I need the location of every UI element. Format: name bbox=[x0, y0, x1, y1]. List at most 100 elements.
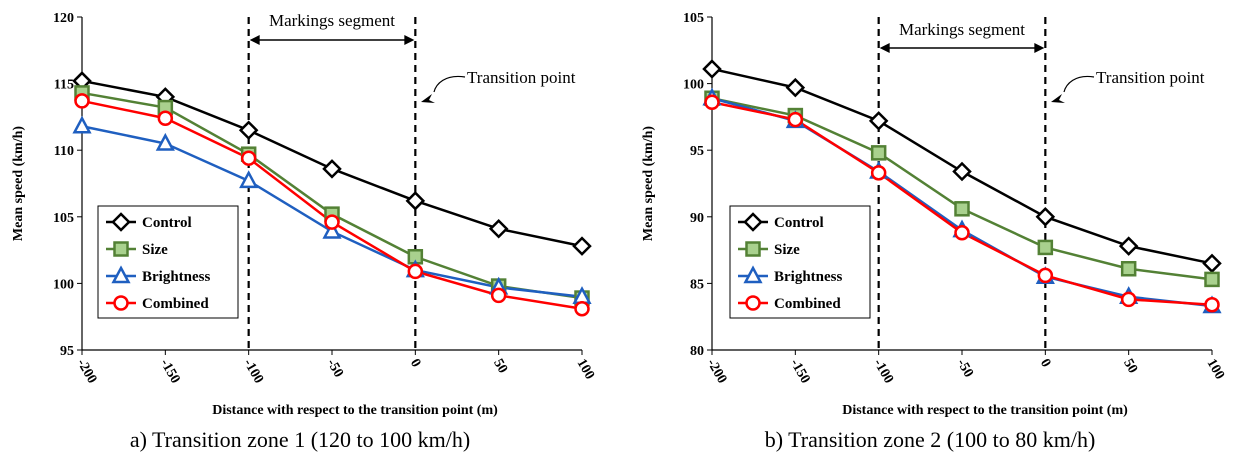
data-point-control bbox=[868, 111, 889, 131]
y-tick-label: 105 bbox=[53, 211, 74, 226]
legend-label: Combined bbox=[142, 296, 209, 312]
data-point-size bbox=[1204, 271, 1220, 288]
transition-callout-arrowhead bbox=[421, 94, 435, 103]
x-axis-label: Distance with respect to the transition … bbox=[842, 403, 1128, 418]
data-point-combined bbox=[490, 287, 507, 304]
chart-caption: a) Transition zone 1 (120 to 100 km/h) bbox=[130, 427, 470, 452]
legend-marker-combined bbox=[113, 295, 129, 311]
data-point-control bbox=[238, 120, 259, 140]
data-point-control bbox=[1118, 236, 1139, 256]
data-point-combined bbox=[240, 150, 257, 166]
y-axis-label: Mean speed (km/h) bbox=[641, 126, 656, 241]
y-tick-label: 100 bbox=[683, 78, 704, 93]
data-point-brightness bbox=[155, 132, 175, 151]
segment-arrowhead-left bbox=[249, 35, 260, 45]
segment-arrowhead-left bbox=[879, 43, 890, 53]
data-point-size bbox=[1037, 239, 1054, 256]
data-point-combined bbox=[1037, 267, 1054, 284]
legend-label: Brightness bbox=[774, 269, 843, 285]
transition-annotation: Transition point bbox=[1096, 68, 1205, 87]
y-tick-label: 95 bbox=[60, 344, 74, 359]
y-tick-label: 100 bbox=[53, 277, 74, 292]
x-tick-label: 0 bbox=[407, 357, 423, 371]
legend-label: Combined bbox=[774, 296, 841, 312]
y-tick-label: 90 bbox=[690, 211, 704, 226]
data-point-control bbox=[785, 77, 806, 98]
data-point-brightness bbox=[239, 170, 259, 189]
x-tick-label: 0 bbox=[1037, 357, 1053, 371]
y-tick-label: 85 bbox=[690, 277, 704, 292]
x-tick-label: -150 bbox=[157, 357, 183, 387]
data-point-combined bbox=[324, 214, 340, 230]
x-tick-label: 50 bbox=[490, 357, 510, 377]
data-point-combined bbox=[157, 110, 174, 126]
legend-marker-brightness bbox=[743, 265, 763, 284]
x-tick-label: -50 bbox=[954, 357, 976, 381]
legend-marker-size bbox=[745, 241, 761, 257]
y-tick-label: 115 bbox=[54, 78, 74, 93]
legend-marker-control bbox=[743, 212, 763, 232]
chart-1: 95 100 105 110 115 120 -200 -150 -100 -50 0 50 100 Me… bbox=[11, 11, 597, 452]
data-point-combined bbox=[704, 94, 720, 110]
x-tick-label: 100 bbox=[1204, 357, 1227, 383]
data-point-control bbox=[572, 236, 592, 256]
legend-label: Size bbox=[142, 242, 168, 258]
chart-2: 80 85 90 95 100 105 -200 -150 -100 -50 0 50 100 Mean … bbox=[641, 11, 1227, 452]
data-point-size bbox=[954, 201, 970, 217]
data-point-combined bbox=[574, 300, 590, 317]
legend-marker-combined bbox=[745, 295, 761, 311]
y-tick-label: 110 bbox=[54, 144, 74, 159]
data-point-control bbox=[1035, 207, 1056, 227]
x-tick-label: 100 bbox=[574, 357, 597, 383]
y-tick-label: 120 bbox=[53, 11, 74, 26]
x-tick-label: -200 bbox=[704, 357, 730, 387]
legend: Control Size Brightness Combined bbox=[97, 205, 239, 319]
data-point-combined bbox=[870, 165, 887, 181]
legend-label: Size bbox=[774, 242, 800, 258]
x-tick-label: -100 bbox=[240, 357, 266, 387]
y-tick-label: 95 bbox=[690, 144, 704, 159]
data-point-size bbox=[870, 145, 887, 161]
transition-annotation: Transition point bbox=[467, 68, 576, 87]
legend: Control Size Brightness Combined bbox=[729, 205, 871, 319]
data-point-control bbox=[1202, 253, 1222, 274]
legend-label: Control bbox=[142, 215, 192, 231]
data-point-size bbox=[1120, 260, 1137, 277]
y-tick-label: 80 bbox=[690, 344, 704, 359]
transition-callout-curve bbox=[1063, 75, 1095, 93]
legend-marker-brightness bbox=[111, 265, 131, 284]
x-axis-label: Distance with respect to the transition … bbox=[212, 403, 498, 418]
data-point-combined bbox=[74, 93, 90, 109]
chart-caption: b) Transition zone 2 (100 to 80 km/h) bbox=[765, 427, 1096, 452]
transition-callout-curve bbox=[433, 75, 466, 93]
legend-label: Brightness bbox=[142, 269, 211, 285]
segment-annotation: Markings segment bbox=[269, 11, 395, 30]
data-point-control bbox=[405, 191, 426, 211]
data-point-brightness bbox=[72, 115, 92, 134]
data-point-combined bbox=[954, 225, 970, 241]
x-tick-label: -150 bbox=[787, 357, 813, 387]
data-point-combined bbox=[1204, 296, 1220, 313]
x-tick-label: 50 bbox=[1120, 357, 1140, 377]
data-point-combined bbox=[787, 111, 804, 128]
y-axis-label: Mean speed (km/h) bbox=[11, 126, 26, 241]
segment-arrowhead-right bbox=[1034, 43, 1045, 53]
legend-label: Control bbox=[774, 215, 824, 231]
data-point-control bbox=[322, 159, 342, 179]
segment-arrowhead-right bbox=[404, 35, 415, 45]
segment-annotation: Markings segment bbox=[899, 20, 1025, 39]
x-tick-label: -50 bbox=[324, 357, 346, 381]
y-tick-label: 105 bbox=[683, 11, 704, 26]
data-point-control bbox=[702, 59, 722, 79]
x-tick-label: -100 bbox=[870, 357, 896, 387]
legend-marker-size bbox=[113, 241, 129, 257]
transition-callout-arrowhead bbox=[1051, 94, 1065, 103]
data-point-combined bbox=[407, 263, 424, 280]
x-tick-label: -200 bbox=[74, 357, 100, 387]
data-point-control bbox=[952, 161, 972, 182]
data-point-combined bbox=[1120, 291, 1137, 308]
data-point-control bbox=[488, 219, 509, 239]
legend-marker-control bbox=[111, 212, 131, 232]
data-point-brightness bbox=[322, 220, 342, 239]
